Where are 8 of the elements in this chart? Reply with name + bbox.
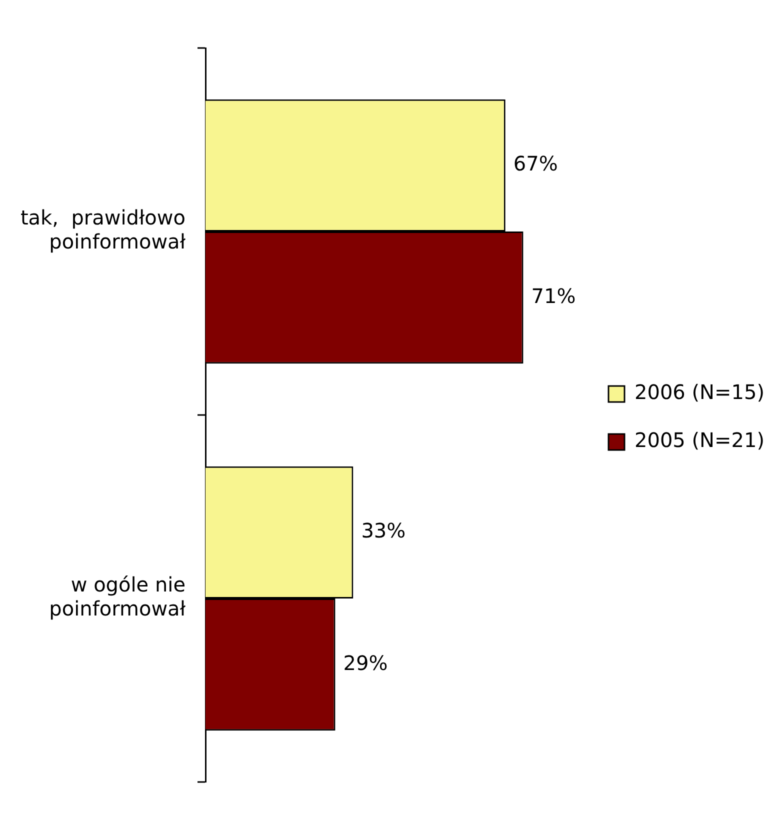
data-label: 33% (361, 518, 406, 543)
legend-label: 2006 (N=15) (634, 380, 765, 404)
data-label: 71% (531, 284, 576, 308)
y-tick-label: w ogóle nie poinformował (49, 572, 186, 621)
y-tick-label: tak, prawidłowo poinformował (20, 206, 186, 254)
legend-label: 2005 (N=21) (634, 428, 765, 452)
data-label: 29% (343, 650, 388, 675)
data-label: 67% (513, 152, 558, 176)
